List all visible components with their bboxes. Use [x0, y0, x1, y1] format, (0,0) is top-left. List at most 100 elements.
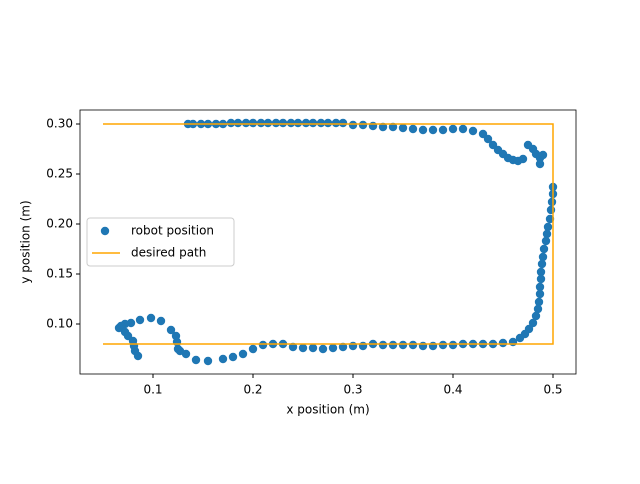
data-point: [238, 349, 248, 359]
x-tick-label: 0.1: [143, 383, 162, 397]
data-point: [534, 297, 544, 307]
data-point: [331, 118, 341, 128]
data-point: [388, 122, 398, 132]
data-point: [338, 342, 348, 352]
data-point: [248, 344, 258, 354]
data-point: [338, 118, 348, 128]
data-point: [515, 333, 525, 343]
y-tick-label: 0.10: [46, 317, 73, 331]
data-point: [135, 315, 145, 325]
data-point: [542, 229, 552, 239]
data-point: [536, 267, 546, 277]
data-point: [535, 282, 545, 292]
data-point: [418, 341, 428, 351]
data-point: [535, 159, 545, 169]
data-point: [316, 118, 326, 128]
data-point: [156, 316, 166, 326]
y-tick-label: 0.25: [46, 167, 73, 181]
data-point: [538, 150, 548, 160]
data-point: [398, 340, 408, 350]
data-point: [263, 118, 273, 128]
x-axis-label: x position (m): [286, 403, 369, 417]
data-point: [378, 122, 388, 132]
data-point: [545, 214, 555, 224]
data-point: [218, 354, 228, 364]
data-point: [398, 123, 408, 133]
legend-marker: [100, 226, 110, 236]
data-point: [518, 154, 528, 164]
data-point: [248, 118, 258, 128]
x-tick-label: 0.3: [343, 383, 362, 397]
data-point: [146, 313, 156, 323]
data-point: [241, 118, 251, 128]
x-tick-label: 0.5: [543, 383, 562, 397]
data-point: [448, 340, 458, 350]
data-point: [538, 252, 548, 262]
data-point: [541, 236, 551, 246]
data-point: [458, 124, 468, 134]
data-point: [203, 356, 213, 366]
data-point: [438, 125, 448, 135]
data-point: [226, 118, 236, 128]
y-tick-label: 0.30: [46, 117, 73, 131]
data-point: [543, 222, 553, 232]
data-point: [348, 120, 358, 130]
line: [103, 123, 554, 345]
data-point: [286, 118, 296, 128]
data-point: [278, 118, 288, 128]
data-point: [368, 121, 378, 131]
data-point: [258, 340, 268, 350]
data-point: [388, 340, 398, 350]
data-point: [308, 118, 318, 128]
data-point: [418, 125, 428, 135]
data-point: [428, 125, 438, 135]
data-point: [546, 205, 556, 215]
data-point: [301, 118, 311, 128]
data-point: [533, 304, 543, 314]
plot-frame: [79, 109, 577, 375]
data-point: [508, 337, 518, 347]
data-point: [323, 118, 333, 128]
data-point: [358, 120, 368, 130]
data-point: [318, 344, 328, 354]
data-point: [531, 311, 541, 321]
legend-label: desired path: [131, 246, 206, 260]
y-axis-label: y position (m): [19, 200, 33, 283]
data-point: [166, 325, 176, 335]
data-point: [528, 318, 538, 328]
data-point: [298, 343, 308, 353]
data-point: [114, 323, 124, 333]
legend-box: [86, 217, 235, 267]
data-point: [228, 352, 238, 362]
data-point: [173, 344, 183, 354]
data-point: [408, 124, 418, 134]
data-point: [133, 351, 143, 361]
data-point: [498, 338, 508, 348]
data-point: [308, 343, 318, 353]
data-point: [171, 331, 181, 341]
data-point: [358, 341, 368, 351]
data-point: [448, 124, 458, 134]
data-point: [408, 340, 418, 350]
y-tick-label: 0.20: [46, 217, 73, 231]
data-point: [535, 289, 545, 299]
data-point: [537, 259, 547, 269]
data-point: [293, 118, 303, 128]
data-point: [271, 118, 281, 128]
data-point: [468, 126, 478, 136]
data-point: [288, 342, 298, 352]
data-point: [483, 134, 493, 144]
data-point: [328, 343, 338, 353]
data-point: [539, 244, 549, 254]
data-point: [256, 118, 266, 128]
y-tick-label: 0.15: [46, 267, 73, 281]
data-point: [536, 274, 546, 284]
x-tick-label: 0.2: [243, 383, 262, 397]
x-tick-label: 0.4: [443, 383, 462, 397]
data-point: [348, 341, 358, 351]
data-point: [378, 340, 388, 350]
data-point: [428, 341, 438, 351]
data-point: [547, 197, 557, 207]
legend-label: robot position: [131, 224, 214, 238]
